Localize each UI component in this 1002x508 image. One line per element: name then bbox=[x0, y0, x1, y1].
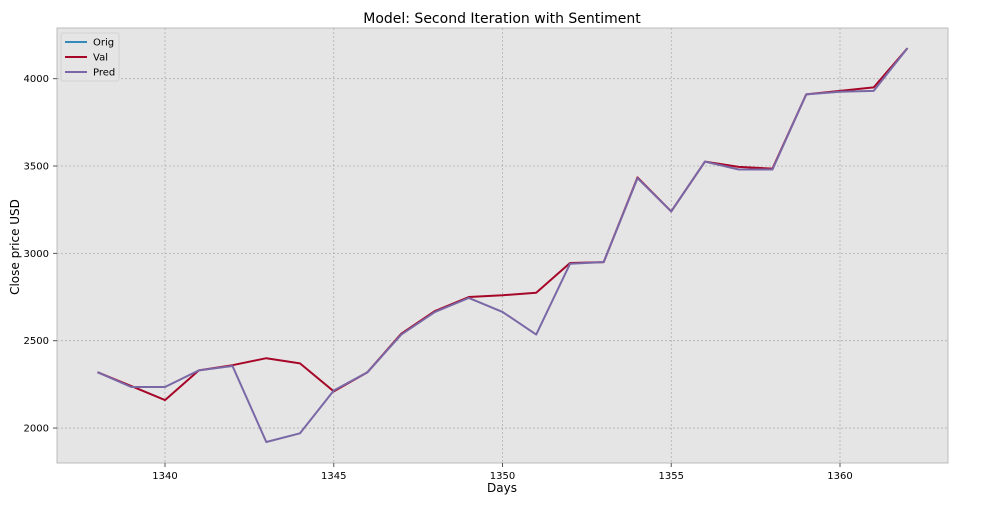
legend-box bbox=[60, 32, 120, 82]
chart-title: Model: Second Iteration with Sentiment bbox=[363, 11, 641, 27]
legend-label-pred: Pred bbox=[93, 68, 115, 79]
y-tick-label: 4000 bbox=[24, 74, 49, 85]
series-line-pred bbox=[97, 47, 909, 443]
y-tick-label: 3500 bbox=[24, 162, 49, 173]
x-tick-label: 1355 bbox=[659, 471, 684, 482]
x-tick-label: 1345 bbox=[321, 471, 346, 482]
ticks: 1340 1345 1350 1355 1360 2000 2500 3000 3500 4000 bbox=[24, 74, 853, 482]
grid bbox=[57, 28, 948, 463]
y-axis-label: Close price USD bbox=[8, 199, 22, 295]
legend: Orig Val Pred bbox=[60, 32, 120, 82]
series-layer bbox=[97, 47, 909, 443]
x-tick-label: 1340 bbox=[152, 471, 177, 482]
legend-label-orig: Orig bbox=[93, 38, 114, 49]
legend-label-val: Val bbox=[93, 53, 108, 64]
x-tick-label: 1360 bbox=[827, 471, 852, 482]
x-axis-label: Days bbox=[487, 481, 517, 495]
y-tick-label: 3000 bbox=[24, 249, 49, 260]
y-tick-label: 2500 bbox=[24, 336, 49, 347]
x-tick-label: 1350 bbox=[490, 471, 515, 482]
y-tick-label: 2000 bbox=[24, 424, 49, 435]
